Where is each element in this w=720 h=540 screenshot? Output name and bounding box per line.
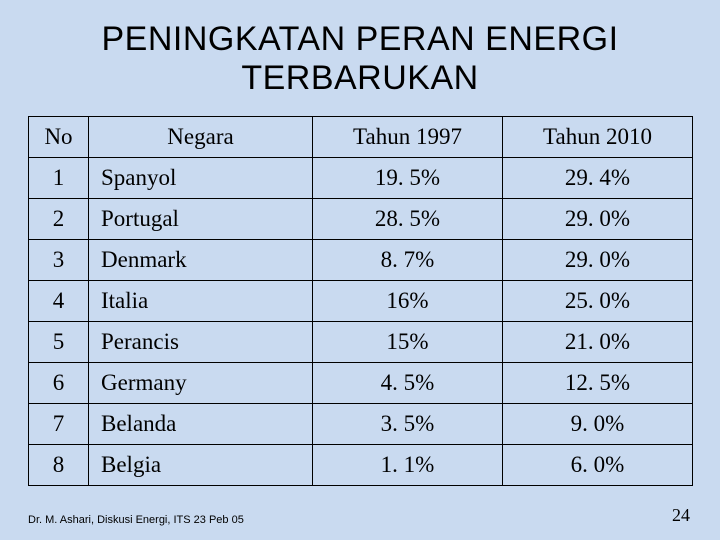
cell-1997: 19. 5% (313, 158, 503, 199)
cell-no: 4 (29, 281, 89, 322)
cell-negara: Perancis (89, 322, 313, 363)
cell-negara: Italia (89, 281, 313, 322)
table-row: 3 Denmark 8. 7% 29. 0% (29, 240, 693, 281)
table-row: 7 Belanda 3. 5% 9. 0% (29, 404, 693, 445)
cell-2010: 29. 4% (503, 158, 693, 199)
cell-1997: 1. 1% (313, 445, 503, 486)
cell-no: 1 (29, 158, 89, 199)
cell-1997: 16% (313, 281, 503, 322)
cell-2010: 29. 0% (503, 240, 693, 281)
table-row: 8 Belgia 1. 1% 6. 0% (29, 445, 693, 486)
data-table: No Negara Tahun 1997 Tahun 2010 1 Spanyo… (28, 116, 693, 486)
table-row: 2 Portugal 28. 5% 29. 0% (29, 199, 693, 240)
cell-1997: 4. 5% (313, 363, 503, 404)
cell-negara: Belgia (89, 445, 313, 486)
page-number: 24 (672, 505, 690, 526)
cell-no: 3 (29, 240, 89, 281)
col-header-2010: Tahun 2010 (503, 117, 693, 158)
cell-no: 8 (29, 445, 89, 486)
col-header-no: No (29, 117, 89, 158)
cell-2010: 6. 0% (503, 445, 693, 486)
cell-2010: 9. 0% (503, 404, 693, 445)
cell-2010: 25. 0% (503, 281, 693, 322)
cell-negara: Spanyol (89, 158, 313, 199)
table-row: 5 Perancis 15% 21. 0% (29, 322, 693, 363)
cell-negara: Germany (89, 363, 313, 404)
footer-text: Dr. M. Ashari, Diskusi Energi, ITS 23 Pe… (28, 514, 244, 526)
cell-1997: 15% (313, 322, 503, 363)
cell-no: 7 (29, 404, 89, 445)
col-header-negara: Negara (89, 117, 313, 158)
table-row: 6 Germany 4. 5% 12. 5% (29, 363, 693, 404)
title-line-1: PENINGKATAN PERAN ENERGI (101, 20, 618, 58)
cell-1997: 3. 5% (313, 404, 503, 445)
cell-negara: Denmark (89, 240, 313, 281)
table-body: 1 Spanyol 19. 5% 29. 4% 2 Portugal 28. 5… (29, 158, 693, 486)
cell-negara: Belanda (89, 404, 313, 445)
slide-title: PENINGKATAN PERAN ENERGI TERBARUKAN (28, 20, 692, 98)
title-line-2: TERBARUKAN (241, 59, 478, 97)
cell-2010: 12. 5% (503, 363, 693, 404)
cell-negara: Portugal (89, 199, 313, 240)
cell-2010: 21. 0% (503, 322, 693, 363)
table-header-row: No Negara Tahun 1997 Tahun 2010 (29, 117, 693, 158)
cell-1997: 28. 5% (313, 199, 503, 240)
col-header-1997: Tahun 1997 (313, 117, 503, 158)
cell-1997: 8. 7% (313, 240, 503, 281)
table-row: 4 Italia 16% 25. 0% (29, 281, 693, 322)
cell-no: 2 (29, 199, 89, 240)
cell-2010: 29. 0% (503, 199, 693, 240)
cell-no: 5 (29, 322, 89, 363)
cell-no: 6 (29, 363, 89, 404)
table-row: 1 Spanyol 19. 5% 29. 4% (29, 158, 693, 199)
